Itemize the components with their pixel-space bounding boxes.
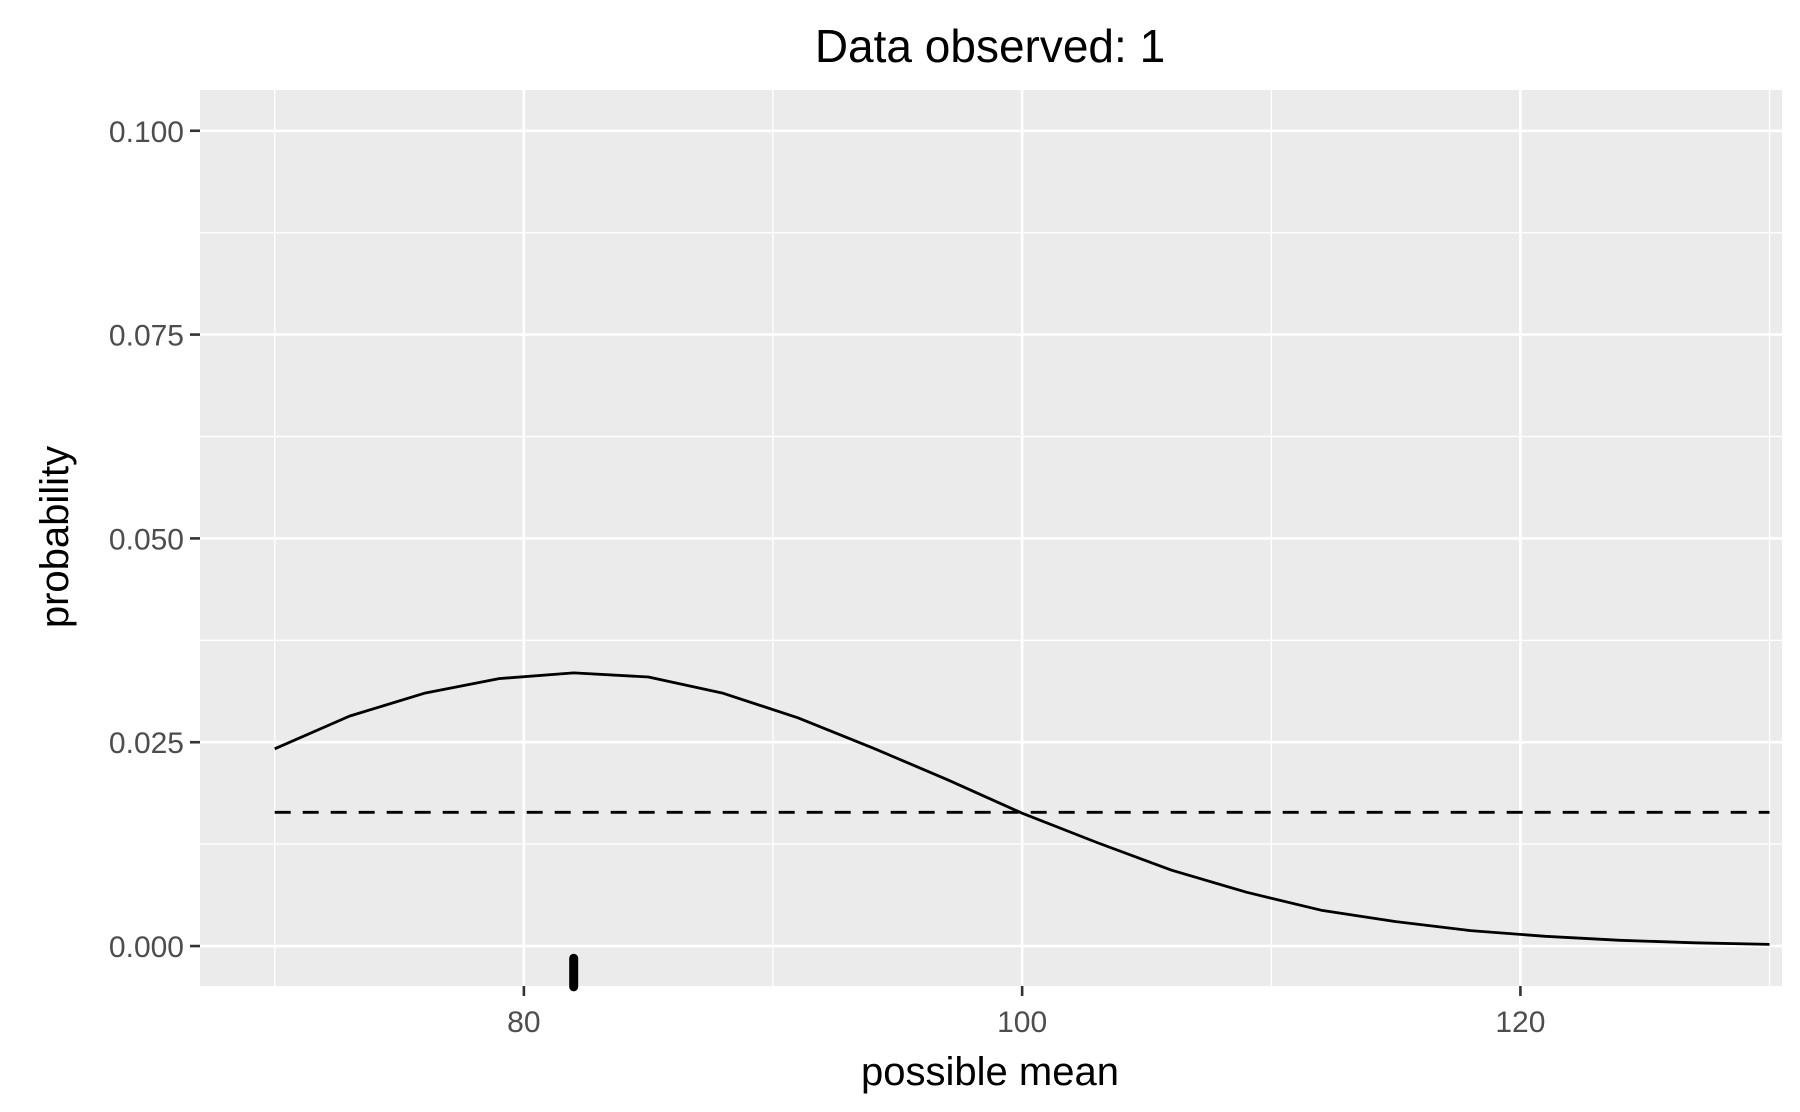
x-tick-label: 120 [1495, 1006, 1545, 1039]
y-tick-label: 0.100 [109, 116, 184, 149]
y-axis-label: probability [33, 446, 77, 628]
y-axis: 0.000 0.025 0.050 0.075 0.100 [109, 116, 200, 964]
x-tick-label: 80 [507, 1006, 540, 1039]
series-line-solid [274, 671, 1770, 946]
major-gridlines [200, 90, 1782, 986]
chart-title: Data observed: 1 [815, 20, 1165, 72]
y-tick-label: 0.000 [109, 931, 184, 964]
x-tick-label: 100 [997, 1006, 1047, 1039]
x-axis: 80 100 120 [507, 986, 1545, 1039]
series-layer [274, 671, 1770, 992]
x-axis-label: possible mean [861, 1050, 1119, 1094]
y-tick-label: 0.050 [109, 523, 184, 556]
y-tick-label: 0.075 [109, 320, 184, 353]
y-tick-label: 0.025 [109, 727, 184, 760]
